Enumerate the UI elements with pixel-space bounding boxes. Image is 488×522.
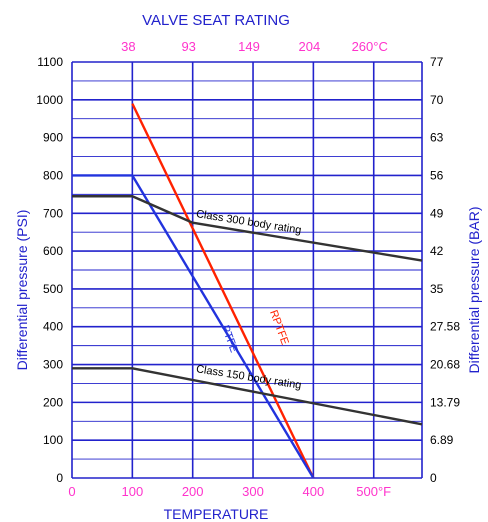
y-tick-label: 800	[43, 168, 63, 182]
y-tick-label-right: 77	[430, 55, 444, 69]
x-tick-label: 100	[121, 484, 143, 499]
y-tick-label: 700	[43, 206, 63, 220]
series-line-ptfe	[72, 174, 315, 479]
y-axis-title-left: Differential pressure (PSI)	[14, 210, 30, 371]
x-tick-label: 0	[68, 484, 75, 499]
x-tick-label: 200	[182, 484, 204, 499]
y-tick-label: 1000	[36, 93, 63, 107]
tick-labels: 0 100 200 300 400 500°F 38 93 149 204 260°C 0 100 200…	[36, 39, 460, 499]
x-tick-label-top: 93	[181, 39, 195, 54]
annotation-label: PTFE	[219, 324, 240, 355]
x-tick-label: 500°F	[356, 484, 391, 499]
series-lines	[72, 103, 423, 479]
y-tick-label: 300	[43, 358, 63, 372]
x-tick-label: 400	[303, 484, 325, 499]
annotation-label: Class 150 body rating	[195, 363, 302, 391]
x-tick-label-top: 38	[121, 39, 135, 54]
series-line-class-150-body-rating	[72, 367, 423, 426]
series-line-rptfe	[131, 103, 315, 479]
chart-title: VALVE SEAT RATING	[142, 12, 290, 29]
x-tick-label-top: 149	[238, 39, 260, 54]
y-tick-label-right: 6.89	[430, 433, 454, 447]
y-tick-label: 200	[43, 395, 63, 409]
y-tick-label-right: 0	[430, 471, 437, 485]
y-tick-label-right: 63	[430, 131, 444, 145]
y-tick-label-right: 13.79	[430, 395, 460, 409]
y-tick-label-right: 35	[430, 282, 444, 296]
y-tick-label-right: 70	[430, 93, 444, 107]
x-tick-label: 300	[242, 484, 264, 499]
x-tick-label-top: 260°C	[352, 39, 388, 54]
x-axis-title: TEMPERATURE	[164, 506, 269, 522]
y-axis-title-right: Differential pressure (BAR)	[466, 206, 482, 373]
y-tick-label: 600	[43, 244, 63, 258]
y-tick-label-right: 20.68	[430, 358, 460, 372]
y-tick-label: 900	[43, 131, 63, 145]
y-tick-label: 100	[43, 433, 63, 447]
y-tick-label-right: 42	[430, 244, 444, 258]
grid	[71, 61, 423, 479]
y-tick-label-right: 49	[430, 206, 444, 220]
y-tick-label: 0	[56, 471, 63, 485]
series-line-class-300-body-rating	[72, 195, 423, 262]
y-tick-label: 400	[43, 320, 63, 334]
y-tick-label: 1100	[37, 55, 63, 69]
y-tick-label: 500	[43, 282, 63, 296]
y-tick-label-right: 27.58	[430, 320, 460, 334]
y-tick-label-right: 56	[430, 168, 444, 182]
x-tick-label-top: 204	[299, 39, 321, 54]
